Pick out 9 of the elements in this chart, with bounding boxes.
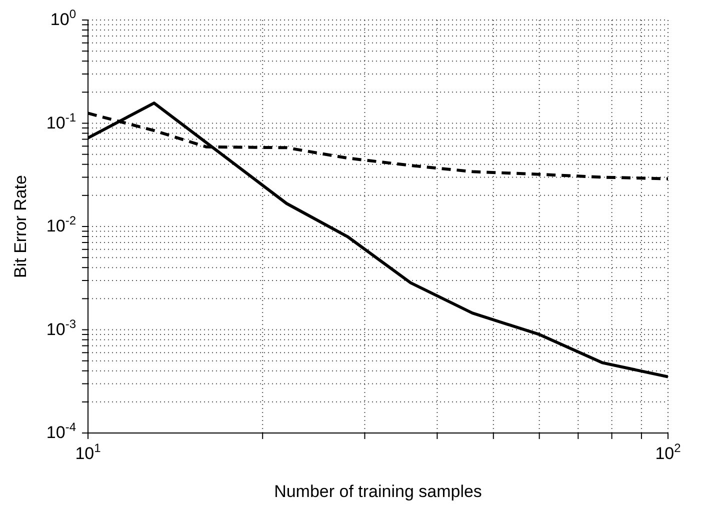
y-tick-label: 10$^{0}$ — [50, 7, 76, 29]
x-axis-title: Number of training samples — [274, 482, 482, 501]
y-tick-label: 10$^{-3}$ — [46, 316, 76, 339]
x-tick-label: 10$^{1}$ — [75, 441, 102, 463]
y-tick-label: 10$^{-4}$ — [46, 420, 76, 442]
y-axis-title: Bit Error Rate — [11, 175, 30, 278]
y-tick-label: 10$^{-2}$ — [46, 214, 76, 236]
x-tick-label: 10$^{2}$ — [655, 441, 682, 463]
y-tick-label: 10$^{-1}$ — [46, 110, 76, 132]
